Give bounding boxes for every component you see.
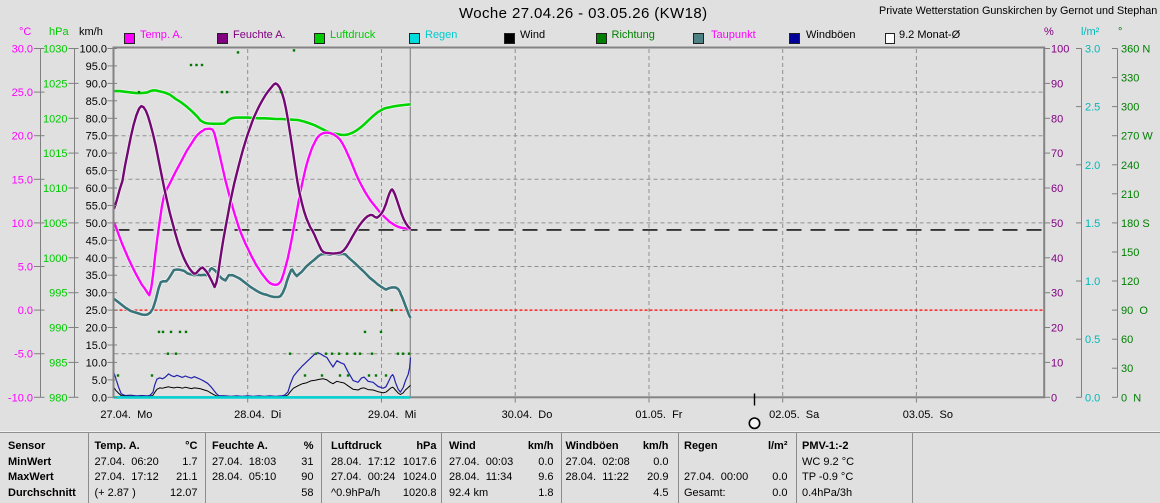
svg-text:75.0: 75.0: [86, 131, 107, 143]
svg-text:15.0: 15.0: [86, 340, 107, 352]
svg-text:50: 50: [1051, 218, 1063, 230]
svg-text:29.04. Mi: 29.04. Mi: [368, 409, 416, 421]
svg-text:240: 240: [1121, 160, 1139, 172]
svg-text:28.04. Di: 28.04. Di: [234, 409, 281, 421]
svg-text:03.05. So: 03.05. So: [903, 409, 953, 421]
svg-text:35.0: 35.0: [86, 270, 107, 282]
svg-text:10: 10: [1051, 357, 1063, 369]
svg-text:15.0: 15.0: [12, 174, 33, 186]
svg-text:180 S: 180 S: [1121, 218, 1150, 230]
svg-text:30.0: 30.0: [12, 44, 33, 56]
svg-text:85.0: 85.0: [86, 96, 107, 108]
svg-text:100.0: 100.0: [79, 44, 107, 56]
svg-text:990: 990: [49, 323, 67, 335]
svg-text:1.0: 1.0: [1085, 276, 1100, 288]
svg-text:30.04. Do: 30.04. Do: [502, 409, 553, 421]
svg-text:40.0: 40.0: [86, 253, 107, 265]
svg-text:-10.0: -10.0: [8, 392, 33, 404]
svg-text:5.0: 5.0: [92, 375, 107, 387]
svg-text:1.5: 1.5: [1085, 218, 1100, 230]
svg-text:60: 60: [1051, 183, 1063, 195]
svg-text:20.0: 20.0: [86, 323, 107, 335]
svg-text:60.0: 60.0: [86, 183, 107, 195]
svg-text:01.05. Fr: 01.05. Fr: [635, 409, 682, 421]
svg-text:25.0: 25.0: [86, 305, 107, 317]
svg-text:90.0: 90.0: [86, 78, 107, 90]
svg-text:0 N: 0 N: [1121, 392, 1141, 404]
svg-text:5.0: 5.0: [18, 262, 33, 274]
svg-text:1005: 1005: [43, 218, 67, 230]
svg-text:25.0: 25.0: [12, 87, 33, 99]
svg-text:1030: 1030: [43, 44, 67, 56]
svg-text:27.04. Mo: 27.04. Mo: [100, 409, 152, 421]
svg-text:995: 995: [49, 288, 67, 300]
svg-text:30: 30: [1051, 288, 1063, 300]
svg-text:300: 300: [1121, 102, 1139, 114]
svg-text:0.0: 0.0: [18, 305, 33, 317]
svg-text:30.0: 30.0: [86, 288, 107, 300]
svg-text:3.0: 3.0: [1085, 44, 1100, 56]
svg-text:2.5: 2.5: [1085, 102, 1100, 114]
svg-text:980: 980: [49, 392, 67, 404]
svg-text:80: 80: [1051, 113, 1063, 125]
svg-text:120: 120: [1121, 276, 1139, 288]
svg-text:330: 330: [1121, 73, 1139, 85]
svg-text:20: 20: [1051, 323, 1063, 335]
svg-text:2.0: 2.0: [1085, 160, 1100, 172]
svg-text:360 N: 360 N: [1121, 44, 1150, 56]
svg-text:1020: 1020: [43, 113, 67, 125]
svg-text:0.5: 0.5: [1085, 334, 1100, 346]
svg-text:150: 150: [1121, 247, 1139, 259]
svg-text:1025: 1025: [43, 78, 67, 90]
svg-text:55.0: 55.0: [86, 201, 107, 213]
svg-text:50.0: 50.0: [86, 218, 107, 230]
svg-text:70.0: 70.0: [86, 148, 107, 160]
svg-text:80.0: 80.0: [86, 113, 107, 125]
svg-text:210: 210: [1121, 189, 1139, 201]
svg-text:0.0: 0.0: [92, 392, 107, 404]
svg-text:95.0: 95.0: [86, 61, 107, 73]
svg-text:100: 100: [1051, 44, 1069, 56]
svg-text:-5.0: -5.0: [14, 349, 33, 361]
svg-text:270 W: 270 W: [1121, 131, 1153, 143]
svg-text:02.05. Sa: 02.05. Sa: [769, 409, 820, 421]
svg-text:1000: 1000: [43, 253, 67, 265]
svg-text:30: 30: [1121, 363, 1133, 375]
svg-text:10.0: 10.0: [12, 218, 33, 230]
svg-text:0.0: 0.0: [1085, 392, 1100, 404]
svg-text:10.0: 10.0: [86, 357, 107, 369]
svg-text:60: 60: [1121, 334, 1133, 346]
svg-text:70: 70: [1051, 148, 1063, 160]
svg-text:90 O: 90 O: [1121, 305, 1148, 317]
svg-text:65.0: 65.0: [86, 166, 107, 178]
svg-text:1010: 1010: [43, 183, 67, 195]
svg-text:90: 90: [1051, 78, 1063, 90]
svg-text:985: 985: [49, 357, 67, 369]
svg-text:20.0: 20.0: [12, 131, 33, 143]
svg-text:0: 0: [1051, 392, 1057, 404]
svg-text:40: 40: [1051, 253, 1063, 265]
svg-text:45.0: 45.0: [86, 235, 107, 247]
svg-text:1015: 1015: [43, 148, 67, 160]
